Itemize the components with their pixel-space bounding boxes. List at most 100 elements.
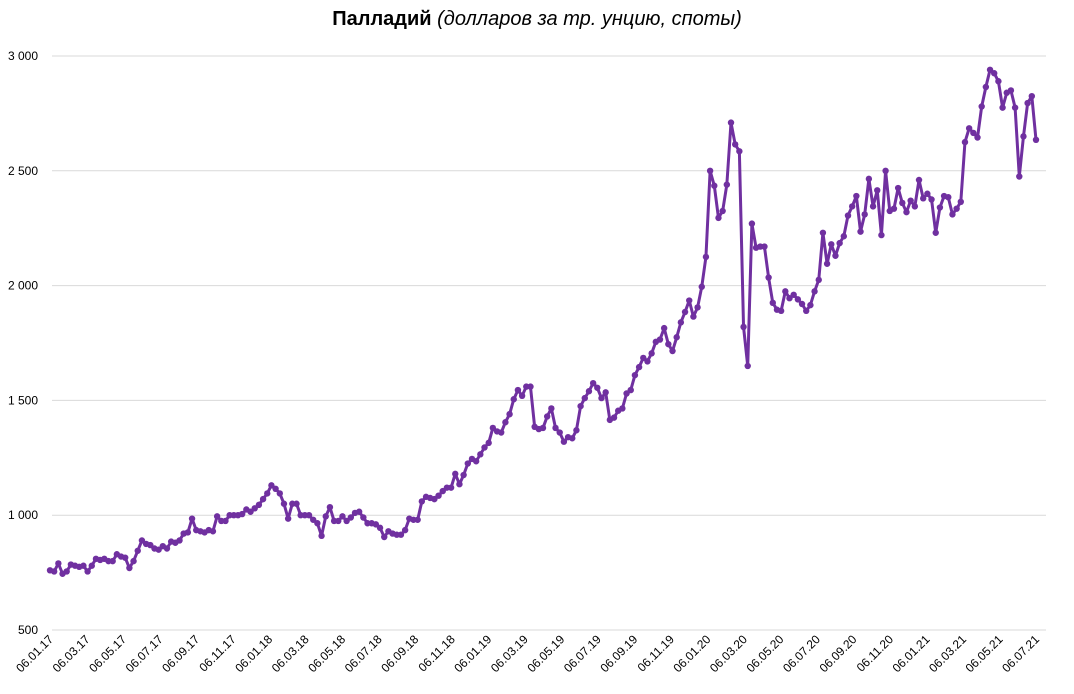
x-tick-label: 06.09.19 [597, 632, 640, 675]
data-point [460, 471, 467, 479]
data-point [932, 229, 939, 236]
data-point [452, 470, 459, 478]
data-point [347, 514, 355, 521]
data-point [857, 228, 864, 235]
data-point [502, 419, 509, 426]
data-point [50, 568, 58, 575]
data-point [949, 211, 956, 218]
data-point [472, 458, 480, 465]
data-point [527, 383, 534, 390]
data-point [978, 103, 985, 110]
data-point [936, 204, 944, 211]
data-point [55, 560, 62, 567]
data-point [481, 444, 488, 451]
data-point [122, 554, 129, 561]
data-point [109, 557, 116, 565]
data-point [836, 239, 843, 247]
x-tick-label: 06.01.21 [890, 632, 933, 675]
data-point [477, 451, 484, 458]
data-point [280, 500, 288, 507]
x-tick-label: 06.05.21 [963, 632, 1006, 675]
data-point [602, 389, 609, 396]
data-point [656, 336, 664, 343]
data-point [594, 384, 601, 391]
data-point [1028, 92, 1036, 100]
data-point [238, 510, 246, 518]
data-point [318, 532, 325, 540]
data-point [677, 319, 685, 326]
data-point [1007, 87, 1015, 94]
data-point [284, 515, 292, 522]
data-point [844, 212, 852, 219]
data-point [84, 568, 91, 575]
x-tick-label: 06.03.18 [269, 632, 312, 675]
data-point [698, 283, 705, 290]
data-point [184, 529, 192, 536]
data-point [585, 388, 593, 395]
y-tick-label: 500 [18, 623, 38, 637]
data-point [673, 334, 680, 341]
data-point [293, 500, 300, 507]
data-point [264, 490, 271, 497]
data-point [840, 233, 848, 240]
x-tick-label: 06.07.21 [999, 632, 1042, 675]
data-point [911, 203, 919, 210]
data-point [686, 297, 693, 304]
x-tick-label: 06.01.19 [451, 632, 494, 675]
data-point [945, 194, 952, 201]
data-point [924, 190, 931, 197]
data-point [991, 70, 998, 77]
data-point [861, 211, 868, 218]
data-point [577, 402, 584, 410]
x-tick-label: 06.11.20 [854, 632, 897, 675]
y-tick-label: 1 000 [8, 508, 38, 522]
data-point [999, 104, 1006, 111]
gridlines [52, 55, 1046, 516]
data-point [882, 167, 889, 174]
data-point [518, 392, 526, 400]
x-tick-label: 06.03.21 [926, 632, 969, 675]
data-point [648, 350, 655, 357]
data-point [731, 141, 739, 148]
data-point [1032, 136, 1040, 143]
data-point [819, 229, 827, 236]
x-tick-label: 06.09.18 [378, 632, 421, 675]
data-point [782, 288, 789, 295]
data-point [63, 568, 70, 575]
data-point [1024, 99, 1031, 107]
data-point [794, 296, 802, 303]
data-point [610, 414, 618, 421]
data-point [740, 323, 747, 331]
chart-title-subtitle: (долларов за тр. унцию, споты) [437, 8, 742, 30]
data-point [995, 78, 1002, 85]
data-point [644, 358, 651, 365]
data-point [573, 427, 580, 434]
data-point [539, 424, 547, 432]
x-axis-ticks: 06.01.1706.03.1706.05.1706.07.1706.09.17… [13, 632, 1042, 675]
data-point [314, 520, 321, 527]
data-point [222, 517, 229, 525]
data-point [376, 524, 384, 532]
x-tick-label: 06.11.19 [635, 632, 678, 675]
data-point [719, 207, 726, 215]
x-tick-label: 06.07.19 [561, 632, 604, 675]
data-point [598, 394, 605, 402]
data-point [188, 515, 196, 522]
data-point [506, 410, 513, 418]
x-tick-label: 06.01.18 [232, 632, 275, 675]
y-axis-ticks: 500 1 000 1 500 2 000 2 500 3 000 [8, 49, 38, 637]
y-tick-label: 2 000 [8, 279, 38, 293]
data-point [970, 129, 977, 137]
data-point [631, 371, 639, 379]
data-point [126, 564, 133, 572]
data-point [619, 405, 626, 412]
x-tick-label: 06.11.18 [416, 632, 459, 675]
x-tick-label: 06.07.18 [342, 632, 385, 675]
data-point [485, 439, 492, 447]
x-tick-label: 06.11.17 [196, 632, 239, 675]
y-tick-label: 2 500 [8, 164, 38, 178]
data-point [510, 396, 517, 403]
data-point [130, 557, 137, 565]
data-point [828, 241, 835, 248]
